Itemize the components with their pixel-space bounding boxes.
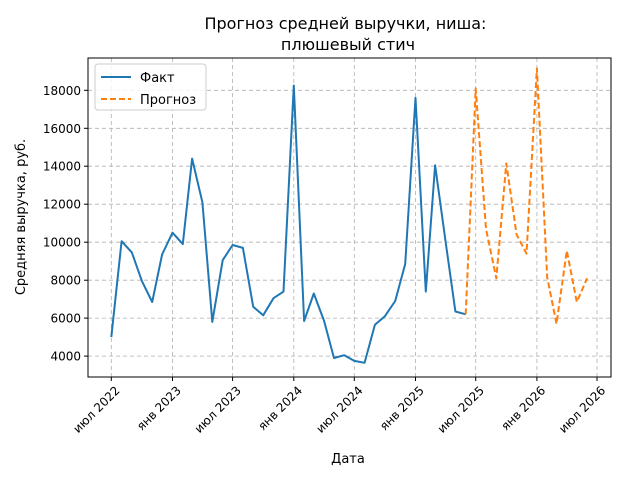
fact-point xyxy=(232,244,234,246)
fact-point xyxy=(384,315,386,317)
forecast-point xyxy=(566,250,568,252)
chart-title-line-2: плюшевый стич xyxy=(281,35,415,54)
fact-point xyxy=(374,324,376,326)
fact-point xyxy=(110,336,112,338)
fact-point xyxy=(131,252,133,254)
fact-point xyxy=(313,293,315,295)
series-line-forecast xyxy=(464,67,589,325)
fact-point xyxy=(353,360,355,362)
y-tick-label: 8000 xyxy=(50,274,81,288)
fact-point xyxy=(242,247,244,249)
y-tick-label: 4000 xyxy=(50,350,81,364)
y-tick-label: 10000 xyxy=(43,236,81,250)
fact-point xyxy=(151,301,153,303)
fact-point xyxy=(161,254,163,256)
fact-point xyxy=(172,232,174,234)
legend-label-fact: Факт xyxy=(140,71,175,86)
y-tick-label: 16000 xyxy=(43,122,81,136)
fact-point xyxy=(404,263,406,265)
legend-label-forecast: Прогноз xyxy=(140,93,196,108)
forecast-point xyxy=(546,276,548,278)
y-axis-label: Средняя выручка, руб. xyxy=(14,139,29,295)
chart-title: Прогноз средней выручки, ниша: плюшевый … xyxy=(204,14,491,54)
forecast-point xyxy=(495,277,497,279)
fact-point xyxy=(283,291,285,293)
forecast-point xyxy=(576,301,578,303)
fact-point xyxy=(211,321,213,323)
forecast-point xyxy=(475,87,477,89)
y-axis-ticks: 4000 6000 8000 10000 12000 14000 16000 18000 xyxy=(43,84,88,364)
forecast-point xyxy=(536,67,538,69)
fact-point xyxy=(262,314,264,316)
y-tick-label: 18000 xyxy=(43,84,81,98)
y-tick-label: 6000 xyxy=(50,312,81,326)
fact-point xyxy=(121,240,123,242)
fact-point xyxy=(415,97,417,99)
fact-point xyxy=(293,85,295,87)
fact-point xyxy=(454,311,456,313)
series-layer xyxy=(110,67,589,364)
fact-point xyxy=(141,280,143,282)
fact-point xyxy=(323,320,325,322)
y-tick-label: 14000 xyxy=(43,160,81,174)
fact-point xyxy=(222,259,224,261)
fact-point xyxy=(182,243,184,245)
x-axis-label: Дата xyxy=(331,452,365,467)
forecast-point xyxy=(485,228,487,230)
series-line-fact xyxy=(110,84,466,364)
forecast-point xyxy=(526,253,528,255)
fact-point xyxy=(434,164,436,166)
fact-point xyxy=(394,300,396,302)
forecast-point xyxy=(516,234,518,236)
plot-area-frame xyxy=(87,57,612,378)
fact-point xyxy=(252,306,254,308)
forecast-point xyxy=(505,162,507,164)
fact-point xyxy=(191,158,193,160)
legend: Факт Прогноз xyxy=(94,63,207,111)
fact-point xyxy=(364,362,366,364)
chart-title-line-1: Прогноз средней выручки, ниша: xyxy=(204,14,486,33)
forecast-point xyxy=(556,323,558,325)
forecast-point xyxy=(586,277,588,279)
fact-point xyxy=(201,201,203,203)
fact-point xyxy=(273,297,275,299)
fact-point xyxy=(444,239,446,241)
fact-point xyxy=(303,320,305,322)
y-tick-label: 12000 xyxy=(43,198,81,212)
forecast-point xyxy=(465,313,467,315)
fact-point xyxy=(343,354,345,356)
fact-point xyxy=(425,291,427,293)
fact-point xyxy=(333,357,335,359)
